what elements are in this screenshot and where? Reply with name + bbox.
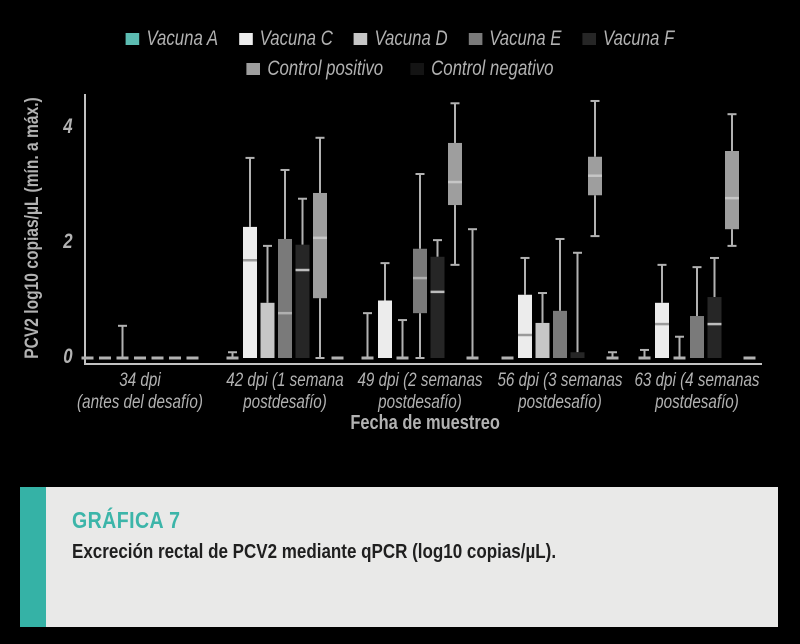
legend-swatch-icon	[582, 33, 596, 45]
box-vacuna-e-g5	[690, 316, 704, 358]
x-group-label-1: 34 dpi (antes del desafío)	[60, 370, 220, 414]
caption-title: GRÁFICA 7	[72, 507, 181, 533]
legend-swatch-icon	[468, 33, 482, 45]
x-group-label-line2: postdesafío)	[655, 392, 739, 413]
box-vacuna-c-g2	[243, 226, 257, 358]
x-group-label-line1: 56 dpi (3 semanas	[497, 370, 623, 391]
caption-body: GRÁFICA 7 Excreción rectal de PCV2 media…	[46, 487, 778, 627]
x-axis-title: Fecha de muestreo	[350, 412, 500, 434]
caption-box: GRÁFICA 7 Excreción rectal de PCV2 media…	[20, 487, 778, 627]
x-group-label-3: 49 dpi (2 semanas postdesafío)	[340, 370, 500, 414]
legend-row-2: Control positivo Control negativo	[80, 54, 720, 84]
boxplot-chart	[81, 94, 762, 365]
legend-label: Control negativo	[431, 57, 554, 80]
legend-item-vacuna-d: Vacuna D	[353, 27, 448, 51]
box-vacuna-c-g3	[378, 300, 392, 358]
y-tick-label-0: 0	[63, 345, 73, 368]
legend-item-control-positivo: Control positivo	[246, 57, 384, 81]
x-group-label-4: 56 dpi (3 semanas postdesafío)	[480, 370, 640, 414]
box-vacuna-f-g2	[295, 244, 310, 358]
x-group-label-line1: 42 dpi (1 semana	[226, 370, 344, 391]
x-group-label-line2: postdesafío)	[518, 392, 602, 413]
legend-label: Vacuna F	[603, 27, 675, 50]
box-vacuna-e-g2	[278, 238, 292, 358]
box-vacuna-d-g4	[535, 322, 550, 358]
x-group-label-line1: 49 dpi (2 semanas	[357, 370, 483, 391]
caption-accent-bar	[20, 487, 46, 627]
legend-item-vacuna-e: Vacuna E	[468, 27, 561, 51]
x-group-label-2: 42 dpi (1 semana postdesafío)	[205, 370, 365, 414]
legend-swatch-icon	[238, 33, 253, 45]
x-group-label-line2: postdesafío)	[378, 392, 462, 413]
chart-legend: Vacuna A Vacuna C Vacuna D Vacuna E Vacuna F…	[0, 24, 800, 84]
legend-swatch-icon	[246, 63, 261, 75]
box-vacuna-e-g3	[413, 248, 427, 314]
box-vacuna-c-g4	[518, 294, 532, 358]
legend-swatch-icon	[125, 33, 140, 45]
x-group-label-line2: postdesafío)	[243, 392, 327, 413]
box-vacuna-d-g2	[260, 302, 275, 358]
y-tick-label-4: 4	[63, 115, 73, 138]
legend-label: Vacuna D	[374, 27, 448, 50]
legend-item-vacuna-c: Vacuna C	[238, 27, 333, 51]
box-vacuna-f-g5	[707, 297, 722, 358]
x-group-label-line2: (antes del desafío)	[77, 392, 203, 413]
box-vacuna-f-g3	[430, 256, 445, 358]
legend-item-control-negativo: Control negativo	[410, 57, 553, 81]
legend-swatch-icon	[353, 33, 368, 45]
box-vacuna-f-g4	[570, 352, 585, 358]
legend-label: Vacuna C	[259, 27, 333, 50]
legend-swatch-icon	[410, 63, 424, 75]
legend-row-1: Vacuna A Vacuna C Vacuna D Vacuna E Vacuna F	[80, 24, 720, 54]
legend-item-vacuna-f: Vacuna F	[582, 27, 674, 51]
caption-subtitle: Excreción rectal de PCV2 mediante qPCR (…	[72, 541, 557, 563]
y-axis-title: PCV2 log10 copias/µL (mín. a máx.)	[22, 97, 43, 359]
legend-label: Vacuna E	[489, 27, 562, 50]
box-control-positivo-g5	[725, 151, 739, 230]
box-vacuna-e-g4	[553, 310, 567, 358]
legend-label: Vacuna A	[146, 27, 219, 50]
legend-item-vacuna-a: Vacuna A	[125, 27, 219, 51]
box-control-positivo-g2	[313, 192, 327, 299]
x-group-label-line1: 63 dpi (4 semanas	[634, 370, 760, 391]
y-tick-label-2: 2	[63, 230, 73, 253]
x-group-label-line1: 34 dpi	[119, 370, 161, 391]
box-control-positivo-g3	[448, 142, 462, 206]
legend-label: Control positivo	[267, 57, 384, 80]
box-vacuna-c-g5	[655, 302, 669, 358]
x-group-label-5: 63 dpi (4 semanas postdesafío)	[617, 370, 777, 414]
